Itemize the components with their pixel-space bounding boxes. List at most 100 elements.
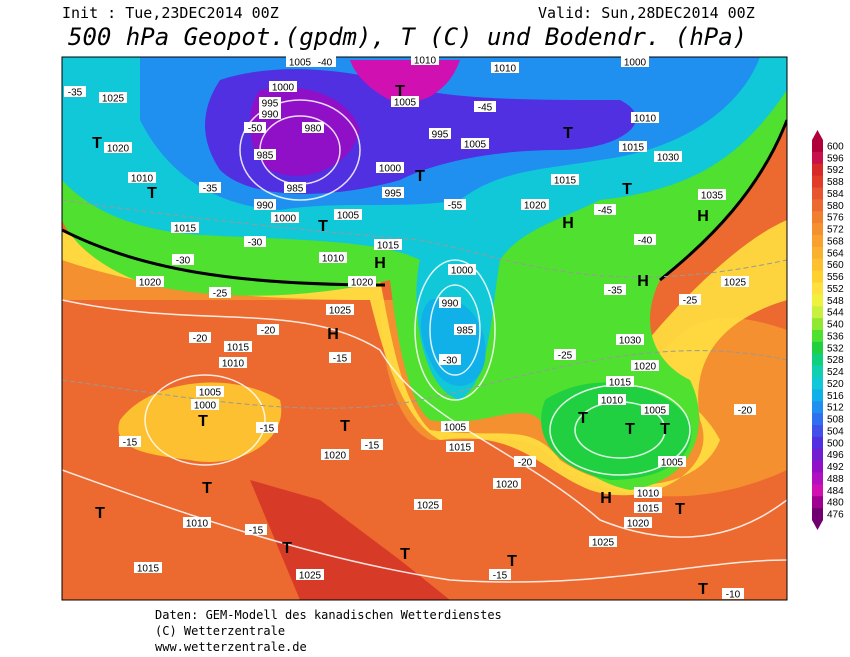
colorbar-label: 532 <box>827 343 844 354</box>
label-box <box>259 97 281 108</box>
colorbar-swatch <box>812 377 823 390</box>
isobar-label: 990 <box>257 201 274 212</box>
isobar-label: 985 <box>287 184 304 195</box>
isobar-label: 1020 <box>524 201 547 212</box>
isobar-label: 1015 <box>637 504 660 515</box>
colorbar-label: 520 <box>827 379 844 390</box>
label-box <box>382 187 404 198</box>
colorbar-label: 476 <box>827 510 844 521</box>
isobar-label: -30 <box>443 356 458 367</box>
init-time: Init : Tue,23DEC2014 00Z <box>62 4 279 22</box>
colorbar-label: 592 <box>827 165 844 176</box>
colorbar-label: 552 <box>827 284 844 295</box>
label-box <box>136 276 164 287</box>
colorbar-label: 480 <box>827 498 844 509</box>
isobar-label: -50 <box>248 124 263 135</box>
colorbar-swatch <box>812 353 823 367</box>
label-box <box>429 128 451 139</box>
label-box <box>589 536 617 547</box>
label-box <box>334 209 362 220</box>
label-box <box>269 81 297 92</box>
colorbar-label: 492 <box>827 462 844 473</box>
label-box <box>634 502 662 513</box>
label-box <box>374 239 402 250</box>
colorbar-label: 568 <box>827 236 844 247</box>
colorbar-swatch <box>812 472 823 485</box>
pressure-center: T <box>95 505 105 522</box>
colorbar-label: 596 <box>827 153 844 164</box>
colorbar-label: 496 <box>827 450 844 461</box>
label-box <box>641 404 669 415</box>
label-box <box>191 399 219 410</box>
label-box <box>448 264 476 275</box>
pressure-center: T <box>622 181 632 198</box>
pressure-center: T <box>92 135 102 152</box>
colorbar-swatch <box>812 223 823 236</box>
pressure-center: T <box>578 410 588 427</box>
isobar-label: -25 <box>213 289 228 300</box>
isobar-label: 1015 <box>174 224 197 235</box>
label-box <box>209 287 231 298</box>
colorbar-label: 528 <box>827 355 844 366</box>
label-box <box>551 174 579 185</box>
isobar-label: 1010 <box>601 396 624 407</box>
isobar-label: 1010 <box>634 114 657 125</box>
isobar-label: 1025 <box>329 306 352 317</box>
colorbar-swatch <box>812 282 823 295</box>
isobar-label: -15 <box>365 441 380 452</box>
label-box <box>554 349 576 360</box>
colorbar-swatch <box>812 460 823 473</box>
colorbar-label: 584 <box>827 189 844 200</box>
colorbar-label: 484 <box>827 486 844 497</box>
colorbar-label: 560 <box>827 260 844 271</box>
isobar-label: 1000 <box>272 83 295 94</box>
label-box <box>631 360 659 371</box>
label-box <box>119 436 141 447</box>
colorbar-swatch <box>812 199 823 212</box>
isobar-label: 1000 <box>624 58 647 69</box>
label-box <box>128 172 156 183</box>
isobar-label: -20 <box>261 326 276 337</box>
label-box <box>634 487 662 498</box>
label-box <box>286 56 314 67</box>
isobar-label: -15 <box>333 354 348 365</box>
map-field <box>62 57 787 600</box>
colorbar-swatch <box>812 187 823 200</box>
isobar-label: 985 <box>257 151 274 162</box>
isobar-label: 1010 <box>222 359 245 370</box>
colorbar-swatch <box>812 389 823 402</box>
isobar-label: -20 <box>738 406 753 417</box>
label-box <box>284 182 306 193</box>
isobar-label: 1015 <box>377 241 400 252</box>
label-box <box>326 304 354 315</box>
isobar-label: 1020 <box>627 519 650 530</box>
isobar-label: -25 <box>558 351 573 362</box>
colorbar-swatch <box>812 401 823 414</box>
colorbar-label: 572 <box>827 225 844 236</box>
label-box <box>314 56 336 67</box>
colorbar-cap <box>812 130 823 140</box>
label-box <box>439 354 461 365</box>
label-box <box>698 189 726 200</box>
isobar-label: 985 <box>457 326 474 337</box>
colorbar-swatch <box>812 151 823 165</box>
pressure-center: T <box>198 413 208 430</box>
website: www.wetterzentrale.de <box>155 640 307 654</box>
isobar-label: -35 <box>608 286 623 297</box>
isobar-label: 1005 <box>644 406 667 417</box>
label-box <box>439 297 461 308</box>
isobar-label: -55 <box>448 201 463 212</box>
colorbar-swatch <box>812 246 823 260</box>
label-box <box>489 569 511 580</box>
colorbar-label: 556 <box>827 272 844 283</box>
isobar-label: 1005 <box>199 388 222 399</box>
isobar-label: 1015 <box>622 143 645 154</box>
isobar-label: 1005 <box>464 140 487 151</box>
label-box <box>634 234 656 245</box>
label-box <box>734 404 756 415</box>
isobar-label: -40 <box>638 236 653 247</box>
pressure-center: T <box>415 168 425 185</box>
colorbar-label: 536 <box>827 331 844 342</box>
colorbar-label: 600 <box>827 141 844 152</box>
isobar-label: 1000 <box>274 214 297 225</box>
